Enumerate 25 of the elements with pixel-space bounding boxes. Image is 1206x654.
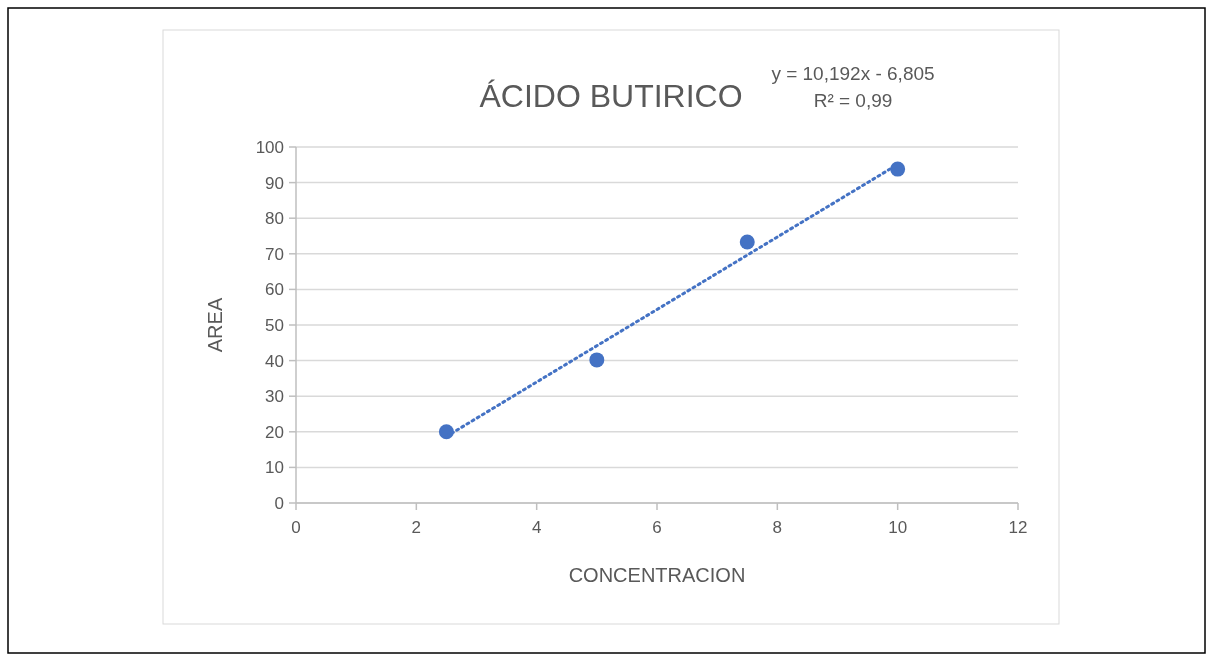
x-tick-label: 8 [772,518,783,537]
y-tick-label: 60 [265,280,284,300]
y-axis-title: AREA [204,297,226,353]
y-tick-label: 0 [274,493,284,513]
y-tick-label: 80 [265,209,284,229]
x-tick-label: 10 [888,518,908,537]
text: y = 10,192x - 6,805 [771,63,935,84]
point [589,352,605,368]
y-tick-label: 100 [255,137,284,157]
x-tick-label: 2 [411,518,422,537]
y-tick-label: 90 [265,173,284,193]
x-tick-label: 6 [652,518,662,537]
x-axis-title: CONCENTRACION [568,564,746,586]
x-tick-label: 12 [1008,518,1028,537]
y-tick-label: 50 [265,315,284,335]
y-tick-label: 30 [265,387,284,407]
text: R² = 0,99 [813,90,893,111]
y-tick-label: 40 [265,351,284,371]
point [739,234,755,250]
x-tick-label: 0 [291,518,301,537]
y-tick-label: 20 [265,422,284,442]
y-tick-label: 10 [265,458,284,478]
chart-title: ÁCIDO BUTIRICO [479,78,743,114]
y-tick-label: 70 [265,244,284,264]
x-tick-label: 4 [531,518,542,537]
